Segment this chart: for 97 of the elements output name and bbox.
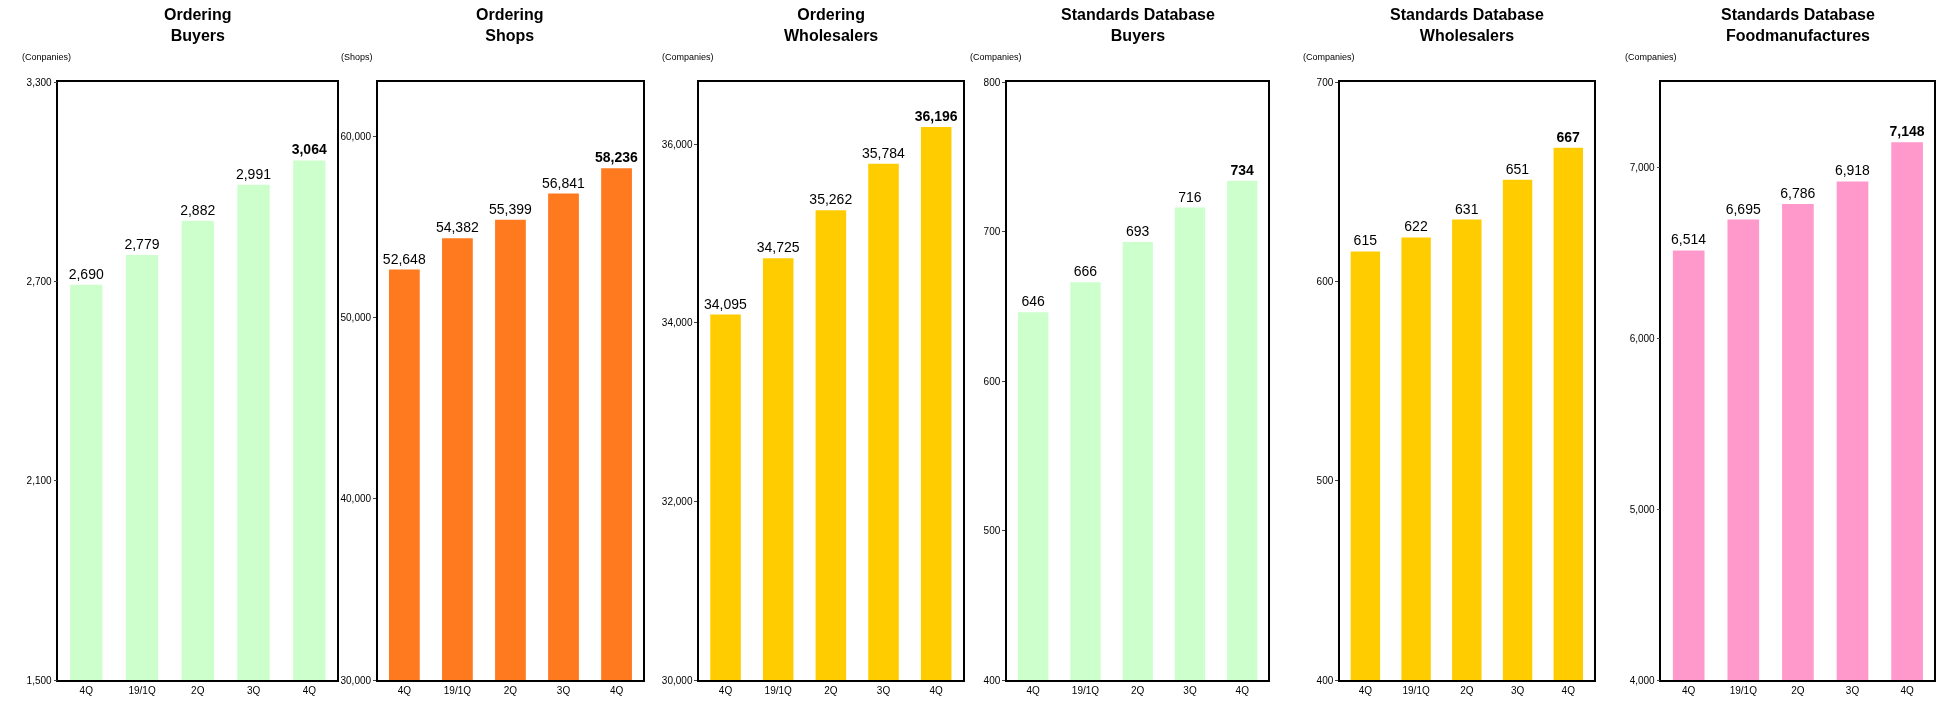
y-tick-label: 30,000 xyxy=(661,674,693,686)
x-tick-label: 2Q xyxy=(1460,684,1474,696)
data-label: 36,196 xyxy=(914,107,958,124)
x-tick-label: 2Q xyxy=(1131,684,1145,696)
data-label: 54,382 xyxy=(435,219,479,236)
chart-title: Standards Database Wholesalers xyxy=(1390,6,1544,44)
chart-title: Standards Database Foodmanufactures xyxy=(1721,6,1875,44)
x-tick-label: 4Q xyxy=(1026,684,1041,696)
data-label: 34,725 xyxy=(756,239,800,256)
x-tick-label: 4Q xyxy=(1682,684,1696,696)
y-tick-label: 36,000 xyxy=(661,138,693,150)
x-tick-label: 3Q xyxy=(246,684,261,696)
chart-title: Ordering Wholesalers xyxy=(784,6,879,44)
y-tick-label: 500 xyxy=(983,525,1001,536)
chart-title: Ordering Shops xyxy=(476,6,544,44)
y-tick-label: 600 xyxy=(983,375,1001,387)
x-tick-label: 3Q xyxy=(1183,684,1197,696)
x-tick-label: 4Q xyxy=(1561,684,1576,696)
x-tick-label: 3Q xyxy=(876,684,891,696)
chart-title: Standards Database Buyers xyxy=(1061,6,1215,44)
y-tick-label: 4,000 xyxy=(1629,674,1656,686)
x-tick-label: 19/1Q xyxy=(1729,684,1758,696)
x-tick-label: 4Q xyxy=(1235,684,1250,696)
y-axis-title: (Companies) xyxy=(662,52,714,62)
x-tick-label: 19/1Q xyxy=(443,684,472,696)
data-label: 666 xyxy=(1073,263,1098,280)
data-label: 734 xyxy=(1230,161,1255,178)
x-tick-label: 19/1Q xyxy=(1402,684,1430,696)
data-label: 58,236 xyxy=(595,149,639,166)
y-tick-label: 7,000 xyxy=(1629,161,1656,173)
y-axis-title: (Conpanies) xyxy=(22,52,72,62)
x-tick-label: 3Q xyxy=(1845,684,1860,696)
y-tick-label: 700 xyxy=(983,226,1001,237)
data-label: 646 xyxy=(1021,293,1045,310)
y-tick-label: 800 xyxy=(983,76,1001,88)
x-tick-label: 2Q xyxy=(824,684,838,696)
data-label: 3,064 xyxy=(291,141,327,158)
y-tick-label: 2,700 xyxy=(26,275,53,287)
y-tick-label: 700 xyxy=(1316,76,1334,88)
data-label: 716 xyxy=(1178,188,1202,205)
data-label: 622 xyxy=(1404,218,1428,235)
x-tick-label: 2Q xyxy=(191,684,205,696)
x-tick-label: 3Q xyxy=(1510,684,1525,696)
data-label: 6,695 xyxy=(1725,200,1761,217)
x-tick-label: 4Q xyxy=(609,684,624,696)
data-label: 2,779 xyxy=(124,236,160,253)
x-tick-label: 4Q xyxy=(79,684,94,696)
x-tick-label: 4Q xyxy=(929,684,944,696)
x-tick-label: 4Q xyxy=(718,684,733,696)
y-axis-title: (Companies) xyxy=(970,52,1022,62)
data-label: 35,262 xyxy=(809,191,853,208)
x-tick-label: 2Q xyxy=(1791,684,1805,696)
data-label: 6,514 xyxy=(1671,231,1707,248)
y-axis-title: (Companies) xyxy=(1303,52,1355,62)
y-tick-label: 5,000 xyxy=(1629,503,1656,515)
y-tick-label: 2,100 xyxy=(26,475,53,487)
data-label: 35,784 xyxy=(862,144,906,161)
y-tick-label: 400 xyxy=(983,674,1001,686)
y-tick-label: 400 xyxy=(1316,674,1334,686)
y-tick-label: 34,000 xyxy=(661,317,693,329)
x-tick-label: 4Q xyxy=(397,684,412,696)
y-axis-title: (Companies) xyxy=(1625,52,1677,62)
data-label: 693 xyxy=(1125,222,1150,239)
y-tick-label: 6,000 xyxy=(1629,332,1656,344)
y-tick-label: 32,000 xyxy=(661,495,693,507)
data-label: 2,882 xyxy=(180,201,216,218)
y-axis-title: (Shops) xyxy=(341,52,373,62)
data-label: 2,690 xyxy=(68,265,104,282)
data-label: 56,841 xyxy=(541,174,586,191)
data-label: 6,918 xyxy=(1834,162,1871,179)
data-label: 52,648 xyxy=(382,250,426,267)
data-label: 631 xyxy=(1455,200,1479,217)
data-label: 667 xyxy=(1556,128,1581,145)
data-label: 6,786 xyxy=(1780,184,1816,201)
data-label: 34,095 xyxy=(704,295,748,312)
data-label: 7,148 xyxy=(1889,123,1925,140)
y-tick-label: 40,000 xyxy=(340,493,372,505)
y-tick-label: 50,000 xyxy=(340,312,372,324)
data-label: 55,399 xyxy=(488,200,532,217)
x-tick-label: 19/1Q xyxy=(128,684,156,696)
chart-title: Ordering Buyers xyxy=(164,6,232,44)
data-label: 615 xyxy=(1353,232,1378,249)
y-tick-label: 600 xyxy=(1316,275,1334,287)
y-tick-label: 60,000 xyxy=(340,130,372,142)
x-tick-label: 3Q xyxy=(556,684,571,696)
data-label: 2,991 xyxy=(235,165,272,182)
x-tick-label: 19/1Q xyxy=(764,684,793,696)
y-tick-label: 1,500 xyxy=(26,674,53,686)
data-label: 651 xyxy=(1505,160,1530,177)
x-tick-label: 4Q xyxy=(1358,684,1373,696)
y-tick-label: 3,300 xyxy=(26,76,53,88)
x-tick-label: 2Q xyxy=(503,684,518,696)
x-tick-label: 19/1Q xyxy=(1071,684,1100,696)
y-tick-label: 500 xyxy=(1316,475,1334,487)
x-tick-label: 4Q xyxy=(1900,684,1914,696)
x-tick-label: 4Q xyxy=(302,684,317,696)
y-tick-label: 30,000 xyxy=(340,674,372,686)
